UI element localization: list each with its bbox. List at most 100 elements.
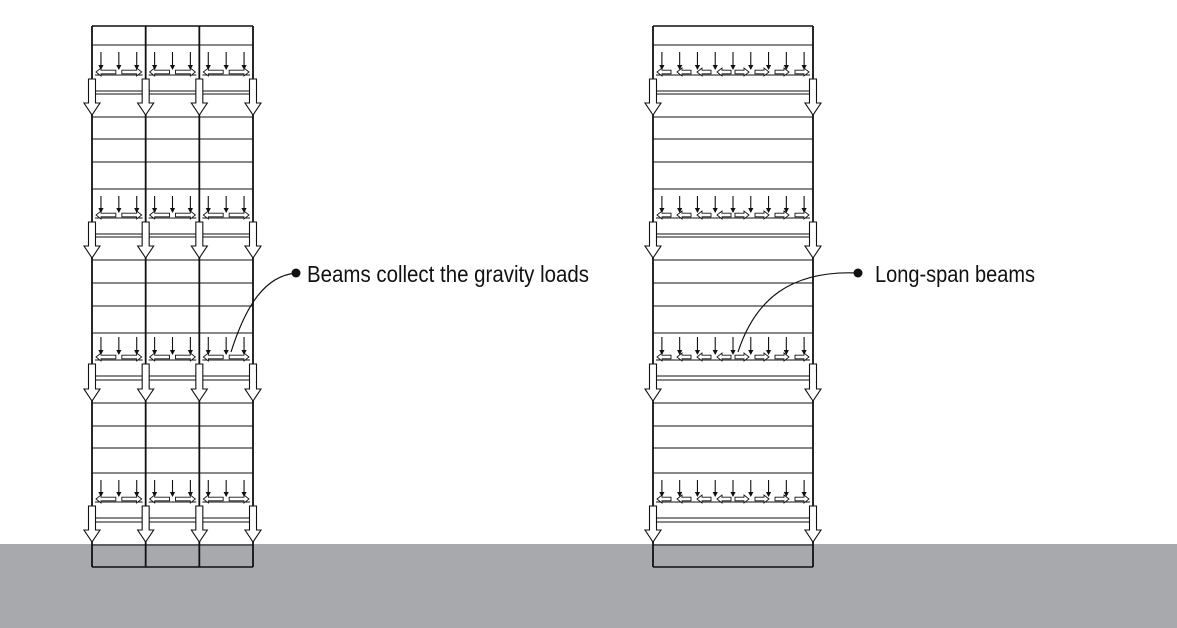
transfer-arrow bbox=[696, 352, 712, 362]
load-arrow-head bbox=[783, 208, 789, 213]
column-load-arrow bbox=[643, 78, 663, 116]
left-frame-three-bay bbox=[82, 25, 263, 568]
load-arrow-head bbox=[801, 492, 807, 497]
transfer-arrow bbox=[754, 67, 770, 77]
column-load-arrow bbox=[190, 78, 209, 116]
load-arrow-head bbox=[169, 350, 176, 355]
load-arrow-head bbox=[765, 65, 772, 70]
load-arrow-head bbox=[783, 65, 789, 70]
load-arrow-head bbox=[116, 208, 122, 213]
column-load-arrow bbox=[190, 505, 209, 543]
transfer-arrow bbox=[148, 352, 170, 362]
transfer-arrow bbox=[148, 494, 170, 504]
transfer-arrow bbox=[228, 67, 250, 77]
transfer-arrow bbox=[95, 67, 117, 77]
load-arrow-head bbox=[694, 350, 701, 355]
floor-load-group bbox=[643, 52, 823, 116]
transfer-arrow bbox=[716, 210, 732, 220]
right-frame-long-span bbox=[643, 25, 823, 568]
transfer-arrow bbox=[676, 352, 692, 362]
transfer-arrow bbox=[121, 67, 143, 77]
load-arrow-head bbox=[712, 350, 718, 355]
transfer-arrow bbox=[734, 210, 750, 220]
transfer-arrow bbox=[202, 210, 224, 220]
transfer-arrow bbox=[175, 210, 197, 220]
load-arrow-head bbox=[116, 65, 122, 70]
column-load-arrow bbox=[643, 221, 663, 259]
column-load-arrow bbox=[243, 505, 263, 543]
transfer-arrow bbox=[716, 67, 732, 77]
load-arrow-head bbox=[694, 65, 701, 70]
column-load-arrow bbox=[190, 221, 209, 259]
load-arrow-head bbox=[659, 208, 665, 213]
transfer-arrow bbox=[656, 67, 672, 77]
transfer-arrow bbox=[734, 352, 750, 362]
load-arrow-head bbox=[765, 492, 772, 497]
column-load-arrow bbox=[243, 221, 263, 259]
load-arrow-head bbox=[659, 350, 665, 355]
load-arrow-head bbox=[801, 65, 807, 70]
transfer-arrow bbox=[656, 210, 672, 220]
transfer-arrow bbox=[696, 67, 712, 77]
column-load-arrow bbox=[136, 78, 155, 116]
transfer-arrow bbox=[794, 210, 810, 220]
column-load-arrow bbox=[82, 363, 102, 402]
load-arrow-head bbox=[765, 208, 772, 213]
transfer-arrow bbox=[794, 67, 810, 77]
transfer-arrow bbox=[734, 67, 750, 77]
load-arrow-head bbox=[748, 208, 754, 213]
load-arrow-head bbox=[116, 350, 122, 355]
transfer-arrow bbox=[774, 67, 790, 77]
column-load-arrow bbox=[136, 221, 155, 259]
transfer-arrow bbox=[202, 352, 224, 362]
ground-band bbox=[0, 544, 1177, 628]
right-callout: Long-span beams bbox=[737, 261, 1035, 353]
column-load-arrow bbox=[136, 505, 155, 543]
load-arrow-head bbox=[730, 65, 736, 70]
left-callout: Beams collect the gravity loads bbox=[230, 261, 589, 353]
load-arrow-head bbox=[730, 350, 736, 355]
transfer-arrow bbox=[95, 210, 117, 220]
load-arrow-head bbox=[223, 208, 229, 213]
transfer-arrow bbox=[175, 494, 197, 504]
load-arrow-head bbox=[223, 65, 229, 70]
transfer-arrow bbox=[774, 494, 790, 504]
load-arrow-head bbox=[659, 65, 665, 70]
load-arrow-head bbox=[748, 350, 754, 355]
column-load-arrow bbox=[243, 363, 263, 402]
load-arrow-head bbox=[677, 65, 683, 70]
load-arrow-head bbox=[169, 65, 176, 70]
load-arrow-head bbox=[659, 492, 665, 497]
transfer-arrow bbox=[175, 352, 197, 362]
transfer-arrow bbox=[754, 210, 770, 220]
load-arrow-head bbox=[169, 208, 176, 213]
transfer-arrow bbox=[148, 67, 170, 77]
transfer-arrow bbox=[794, 494, 810, 504]
column-load-arrow bbox=[243, 78, 263, 116]
column-load-arrow bbox=[82, 78, 102, 116]
floor-load-group bbox=[643, 480, 823, 543]
load-arrow-head bbox=[677, 350, 683, 355]
transfer-arrow bbox=[774, 210, 790, 220]
column-load-arrow bbox=[803, 363, 823, 402]
transfer-arrow bbox=[228, 210, 250, 220]
transfer-arrow bbox=[696, 494, 712, 504]
transfer-arrow bbox=[95, 352, 117, 362]
load-arrow-head bbox=[223, 492, 229, 497]
transfer-arrow bbox=[794, 352, 810, 362]
right-callout-label: Long-span beams bbox=[875, 261, 1035, 287]
load-arrow-head bbox=[677, 208, 683, 213]
transfer-arrow bbox=[202, 67, 224, 77]
load-arrow-head bbox=[765, 350, 772, 355]
load-arrow-head bbox=[694, 208, 701, 213]
column-load-arrow bbox=[82, 505, 102, 543]
transfer-arrow bbox=[121, 352, 143, 362]
floor-load-group bbox=[643, 337, 823, 402]
column-load-arrow bbox=[643, 505, 663, 543]
load-arrow-head bbox=[116, 492, 122, 497]
transfer-arrow bbox=[676, 210, 692, 220]
load-arrow-head bbox=[712, 65, 718, 70]
load-arrow-head bbox=[748, 65, 754, 70]
transfer-arrow bbox=[716, 494, 732, 504]
